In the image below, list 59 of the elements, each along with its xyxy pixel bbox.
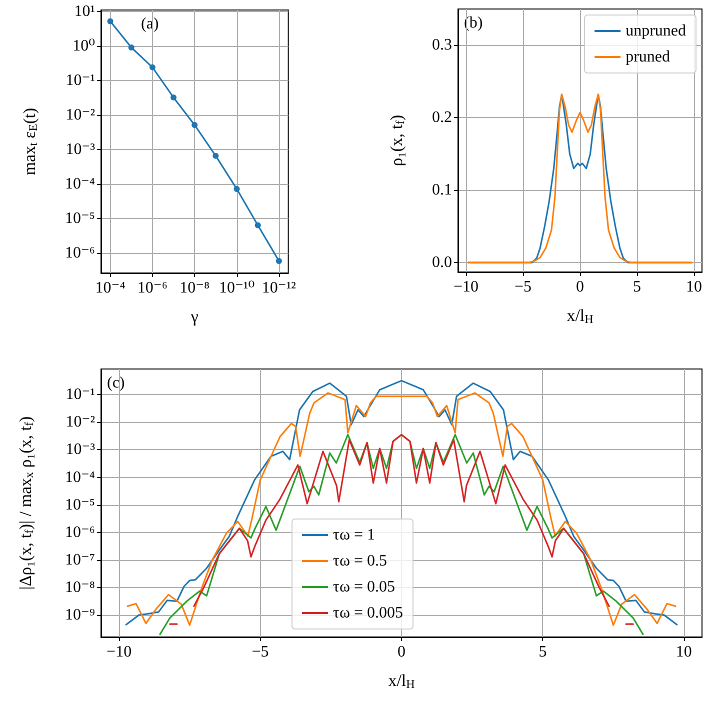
- legend-label: τω = 0.5: [333, 552, 387, 570]
- y-tick-label: 10⁻⁶: [64, 524, 95, 541]
- y-tick-label: 10⁰: [72, 37, 95, 54]
- y-tick-label: 10⁻⁴: [64, 175, 96, 192]
- y-tick-label: 0.2: [432, 109, 452, 126]
- y-tick-label: 10⁻⁵: [64, 210, 95, 227]
- y-tick-label: 10⁻³: [66, 140, 96, 158]
- x-tick-label: −5: [252, 644, 269, 660]
- y-tick-label: 10⁻⁶: [64, 244, 95, 262]
- x-tick-label: 5: [632, 278, 641, 296]
- legend-label: τω = 0.05: [333, 578, 395, 596]
- y-tick-label: 10⁻¹: [66, 72, 96, 89]
- y-axis-title: |Δρ₁(x, tf)| / maxx ρ₁(x, tf): [16, 416, 36, 590]
- y-tick-label: 10⁻²: [66, 414, 96, 431]
- legend-label: τω = 1: [333, 526, 375, 544]
- legend-label: pruned: [626, 48, 670, 66]
- x-tick-label: −10: [453, 278, 478, 296]
- y-tick-label: 10⁻⁸: [64, 579, 95, 596]
- legend-label: unpruned: [626, 22, 686, 40]
- x-tick-label: 10⁻⁴: [95, 280, 126, 296]
- x-tick-label: 10⁻¹²: [262, 280, 296, 296]
- line-series: [159, 434, 644, 636]
- y-axis-title: ρ₁(x, tf): [387, 114, 407, 166]
- x-tick-label: 0: [398, 644, 406, 660]
- line-series: [193, 434, 610, 607]
- x-tick-label: 0: [576, 278, 584, 296]
- point: [234, 186, 240, 192]
- y-tick-label: 0.3: [432, 36, 452, 54]
- y-tick-label: 10⁻²: [66, 106, 96, 124]
- y-tick-label: 10⁻⁷: [64, 551, 95, 568]
- legend-label: τω = 0.005: [333, 604, 403, 622]
- y-tick-label: 0.0: [432, 254, 452, 272]
- point: [276, 258, 282, 264]
- x-tick-label: 10⁻⁸: [180, 280, 210, 296]
- point: [254, 222, 261, 228]
- x-axis-title: γ: [190, 307, 199, 326]
- point: [107, 18, 114, 24]
- y-tick-label: 10⁻⁴: [64, 468, 96, 486]
- y-tick-label: 10¹: [74, 2, 96, 20]
- y-axis-title: maxt εE(t): [20, 108, 40, 176]
- point: [149, 64, 156, 70]
- x-tick-label: 10⁻¹⁰: [218, 280, 255, 296]
- x-tick-label: −10: [106, 644, 132, 660]
- point: [212, 152, 219, 159]
- point: [170, 94, 177, 100]
- y-tick-label: 10⁻⁹: [64, 606, 96, 624]
- y-tick-label: 10⁻⁵: [64, 496, 95, 514]
- x-tick-label: 5: [538, 644, 547, 660]
- x-tick-label: 10: [676, 644, 692, 660]
- x-tick-label: 10⁻⁶: [137, 280, 168, 296]
- line-series: [467, 94, 693, 264]
- point: [192, 122, 198, 128]
- y-tick-label: 10⁻¹: [66, 386, 96, 404]
- x-tick-label: 10: [686, 278, 702, 296]
- x-tick-label: −5: [514, 278, 532, 296]
- point: [128, 44, 134, 50]
- y-tick-label: 0.1: [432, 182, 452, 199]
- y-tick-label: 10⁻³: [66, 441, 96, 458]
- annotation: (c): [107, 374, 125, 392]
